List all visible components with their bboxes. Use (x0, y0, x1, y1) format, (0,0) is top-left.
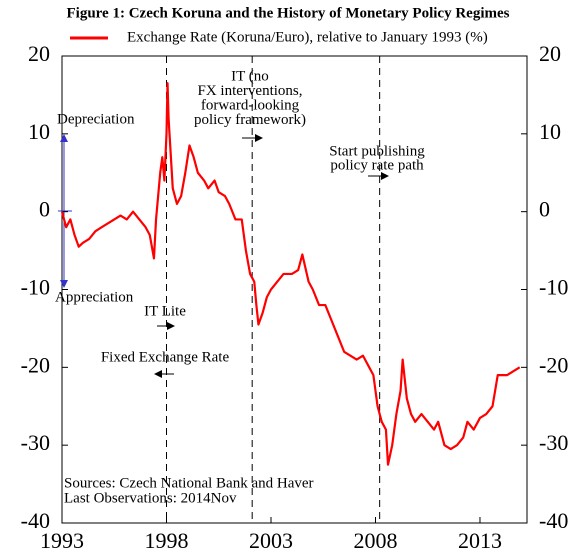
x-tick-label: 2003 (249, 528, 293, 553)
y-tick-label: 0 (39, 197, 50, 222)
annotation: forward-looking (201, 97, 300, 113)
annotation: Start publishing (329, 143, 425, 159)
arrows (58, 134, 389, 378)
x-tick-label: 2008 (353, 528, 397, 553)
y2-tick-label: -10 (539, 275, 568, 300)
series-line (60, 82, 521, 466)
y2-tick-label: -40 (539, 508, 568, 533)
y2-tick-label: 10 (539, 119, 561, 144)
legend-label: Exchange Rate (Koruna/Euro), relative to… (127, 29, 488, 45)
y2-tick-label: -30 (539, 430, 568, 455)
y-tick-label: 20 (28, 41, 50, 66)
y-tick-label: -10 (21, 275, 50, 300)
x-tick-label: 2013 (458, 528, 502, 553)
y2-tick-label: -20 (539, 352, 568, 377)
annotation: Appreciation (55, 289, 134, 305)
x-tick-label: 1993 (40, 528, 84, 553)
annotation: IT (no (231, 68, 269, 84)
annotation: policy framework) (194, 112, 306, 128)
annotation: Depreciation (57, 111, 135, 127)
chart-title: Figure 1: Czech Koruna and the History o… (67, 5, 510, 21)
x-tick-label: 1998 (144, 528, 188, 553)
annotation: FX interventions, (198, 83, 303, 99)
y2-tick-label: 0 (539, 197, 550, 222)
annotation: IT Lite (144, 303, 186, 319)
y2-tick-label: 20 (539, 41, 561, 66)
annotation: Last Observations: 2014Nov (64, 490, 237, 506)
y-tick-label: -40 (21, 508, 50, 533)
annotation: Fixed Exchange Rate (101, 349, 230, 365)
y-tick-label: -30 (21, 430, 50, 455)
annotation: policy rate path (330, 157, 424, 173)
annotation: Sources: Czech National Bank and Haver (64, 475, 314, 491)
y-tick-label: 10 (28, 119, 50, 144)
y-tick-label: -20 (21, 352, 50, 377)
